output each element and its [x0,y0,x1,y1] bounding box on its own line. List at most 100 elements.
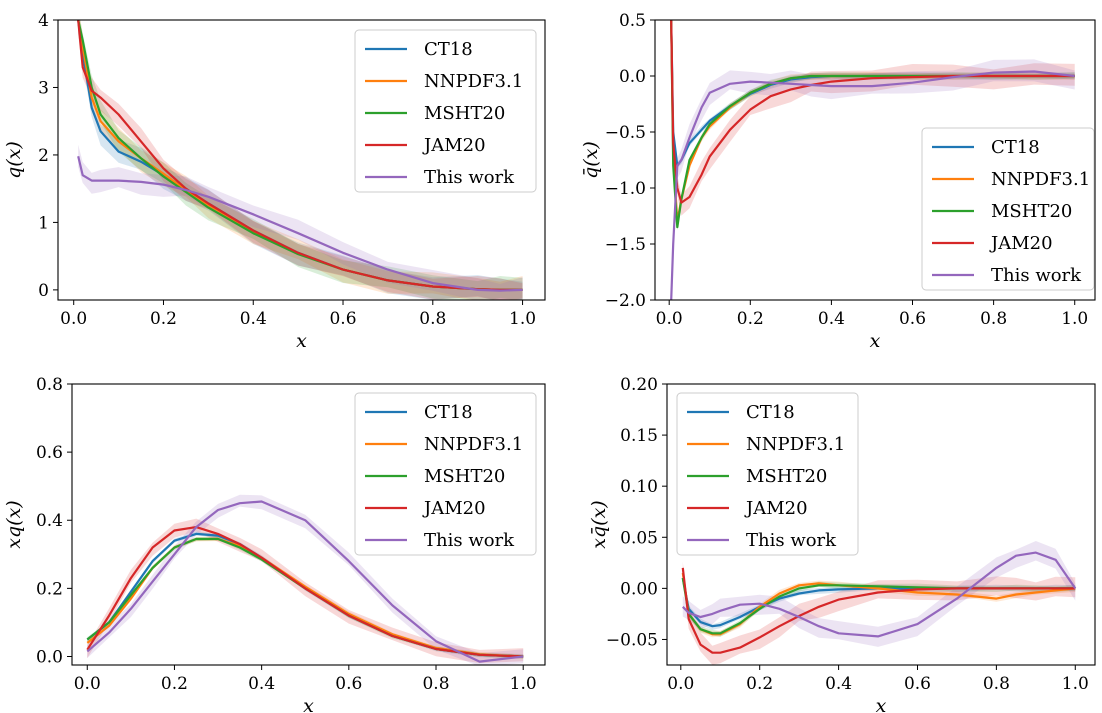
plot-area [670,20,1075,300]
y-tick-label: 4 [38,11,49,31]
x-tick-label: 0.0 [74,674,101,694]
plot-area [86,494,524,665]
series-line-this-work [77,156,523,292]
axes-frame [666,383,1096,666]
x-tick-label: 0.6 [899,309,926,329]
legend-entry: MSHT20 [424,103,505,124]
legend-entry: JAM20 [744,498,808,519]
legend-entry: This work [746,530,837,551]
y-tick-label: −2.0 [605,291,646,311]
y-tick-label: 0.20 [620,375,658,395]
legend-entry: NNPDF3.1 [991,169,1090,190]
legend-entry: JAM20 [422,498,486,519]
y-axis-label: xq̄(x) [588,500,610,548]
legend: CT18 NNPDF3.1 MSHT20 JAM20 This work [354,29,537,193]
y-tick-label: 0.15 [620,426,658,446]
series-line-nnpdf3-1 [86,537,524,658]
legend-frame [676,392,859,556]
band-nnpdf3-1 [78,20,523,300]
y-tick-label: −1.0 [605,179,646,199]
axes-frame [57,19,546,301]
x-tick-label: 0.0 [60,309,87,329]
legend-entry: MSHT20 [424,466,505,487]
y-tick-label: 0.6 [36,443,63,463]
band-ct18 [682,576,1076,630]
x-tick-label: 0.0 [656,309,683,329]
legend-frame [354,392,537,556]
legend-entry: This work [424,530,515,551]
y-axis-label: q̄(x) [580,141,602,179]
x-tick-label: 0.2 [150,309,177,329]
y-tick-label: 0.2 [36,579,63,599]
y-tick-label: 1 [38,213,49,233]
x-tick-label: 1.0 [1061,309,1088,329]
legend-entry: CT18 [424,39,473,60]
series-line-jam20 [86,526,524,658]
y-tick-label: 2 [38,146,49,166]
y-tick-label: 0.4 [36,511,63,531]
x-tick-label: 1.0 [509,309,536,329]
y-tick-label: 0.5 [619,11,646,31]
y-tick-label: 0.10 [620,477,658,497]
x-tick-label: 0.8 [419,309,446,329]
x-tick-label: 0.8 [980,309,1007,329]
legend-entry: CT18 [746,402,795,423]
legend-entry: This work [424,167,515,188]
y-tick-label: −0.05 [606,630,658,650]
legend: CT18 NNPDF3.1 MSHT20 JAM20 This work [921,127,1095,291]
legend-entry: CT18 [424,402,473,423]
x-tick-label: 1.0 [510,674,537,694]
x-tick-label: 0.2 [746,674,773,694]
series-line-this-work [670,70,1075,300]
legend-entry: NNPDF3.1 [424,71,523,92]
legend-frame [354,29,537,193]
x-tick-label: 0.0 [667,674,694,694]
legend-entry: NNPDF3.1 [424,434,523,455]
band-msht20 [682,574,1076,637]
band-jam20 [671,20,1075,216]
series-line-jam20 [681,567,1076,654]
x-tick-label: 0.2 [161,674,188,694]
legend-entry: JAM20 [989,233,1053,254]
legend-entry: MSHT20 [991,201,1072,222]
y-tick-label: −1.5 [605,235,646,255]
x-tick-label: 0.4 [240,309,267,329]
x-axis-label: x [876,695,887,713]
series-line-this-work [86,500,524,663]
x-axis-label: x [303,695,314,713]
y-tick-label: 0.8 [36,375,63,395]
band-jam20 [87,518,524,664]
legend-entry: This work [991,265,1082,286]
y-tick-label: 0.05 [620,528,658,548]
x-tick-label: 0.4 [248,674,275,694]
panel-3: 0.0 0.2 0.4 0.6 0.8 1.0 0.0 0.2 0.4 0.6 0.8 x xq(x) C… [3,375,546,713]
panel-4: 0.0 0.2 0.4 0.6 0.8 1.0 −0.05 0.00 0.05 0.10 0.15 0… [588,375,1096,713]
y-axis-label: xq(x) [3,500,25,548]
y-tick-label: −0.5 [605,123,646,143]
legend: CT18 NNPDF3.1 MSHT20 JAM20 This work [676,392,859,556]
y-tick-label: 0 [38,281,49,301]
y-tick-label: 3 [38,78,49,98]
panel-2: 0.0 0.2 0.4 0.6 0.8 1.0 −2.0 −1.5 −1.0 −0.5 0.0 0.5… [580,11,1096,352]
legend-entry: NNPDF3.1 [746,434,845,455]
band-this-work [671,59,1075,300]
y-axis-label: q(x) [3,141,25,179]
x-axis-label: x [870,330,881,352]
x-tick-label: 0.4 [825,674,852,694]
x-tick-label: 0.8 [983,674,1010,694]
series-line-this-work [682,551,1077,638]
plot-area [77,20,523,300]
legend-frame [921,127,1095,291]
x-tick-label: 0.2 [737,309,764,329]
x-tick-label: 1.0 [1062,674,1089,694]
plot-area [681,540,1077,665]
y-tick-label: 0.0 [36,647,63,667]
band-this-work [78,144,523,300]
x-tick-label: 0.6 [329,309,356,329]
legend-entry: MSHT20 [746,466,827,487]
x-axis-label: x [296,330,307,352]
panel-1: 0.0 0.2 0.4 0.6 0.8 1.0 0 1 2 3 4 x q(x) CT18 NNPDF3.1… [3,11,546,352]
x-tick-label: 0.8 [422,674,449,694]
x-tick-label: 0.4 [818,309,845,329]
axes-frame [71,383,546,666]
